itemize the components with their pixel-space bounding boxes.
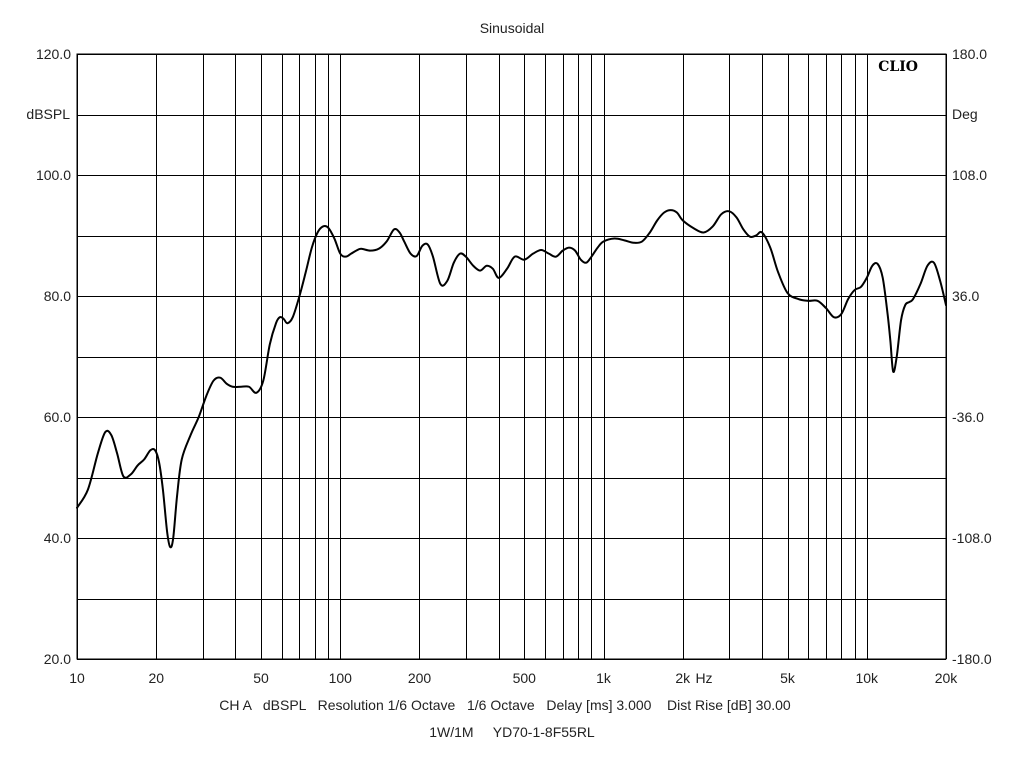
y2-tick-label: -180.0 <box>952 651 992 667</box>
y-tick-label: 100.0 <box>36 167 71 183</box>
grid-lines <box>77 54 947 660</box>
clio-logo: CLIO <box>878 59 918 75</box>
y-tick-label: 120.0 <box>36 46 71 62</box>
x-axis-tick-labels: 10 20 50 100 200 500 1k 2k 5k 10k 20k <box>69 670 958 686</box>
y2-tick-label: -36.0 <box>952 409 984 425</box>
x-tick-label: 5k <box>780 670 796 686</box>
y2-tick-label: -108.0 <box>952 530 992 546</box>
x-tick-label: 200 <box>408 670 432 686</box>
footer-device-line: 1W/1M YD70-1-8F55RL <box>429 724 595 740</box>
y-tick-label: 20.0 <box>44 651 71 667</box>
y2-axis-tick-labels: 180.0 108.0 36.0 -36.0 -108.0 -180.0 <box>952 46 992 667</box>
x-tick-label: 50 <box>253 670 269 686</box>
y-axis-unit-label: dBSPL <box>26 106 70 122</box>
x-tick-label: 2k <box>675 670 691 686</box>
x-tick-label: 10 <box>69 670 85 686</box>
x-tick-label: 100 <box>329 670 353 686</box>
y2-axis-unit-label: Deg <box>952 106 978 122</box>
y2-tick-label: 36.0 <box>952 288 979 304</box>
x-tick-label: 10k <box>855 670 879 686</box>
footer-settings-line: CH A dBSPL Resolution 1/6 Octave 1/6 Oct… <box>219 697 791 713</box>
y2-tick-label: 108.0 <box>952 167 987 183</box>
y-tick-label: 40.0 <box>44 530 71 546</box>
plot-area <box>76 209 947 549</box>
x-tick-label: 1k <box>596 670 612 686</box>
chart-title: Sinusoidal <box>480 20 545 36</box>
y-tick-label: 80.0 <box>44 288 71 304</box>
y-axis-tick-labels: 120.0 100.0 80.0 60.0 40.0 20.0 <box>36 46 71 667</box>
plot-frame <box>76 53 947 660</box>
spl-response-curve <box>76 209 947 549</box>
x-tick-label: 500 <box>513 670 537 686</box>
x-axis-unit-label: Hz <box>695 670 712 686</box>
x-tick-label: 20k <box>935 670 959 686</box>
y-tick-label: 60.0 <box>44 409 71 425</box>
y2-tick-label: 180.0 <box>952 46 987 62</box>
x-tick-label: 20 <box>148 670 164 686</box>
